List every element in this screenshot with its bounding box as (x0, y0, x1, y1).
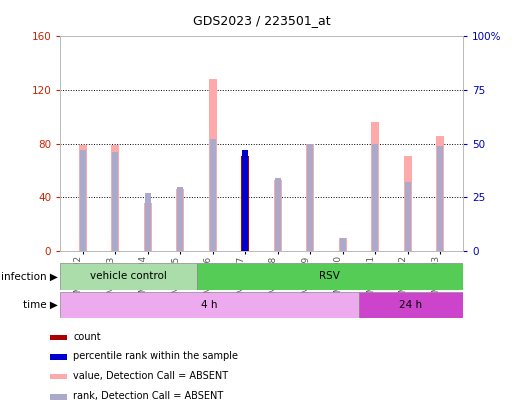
Bar (50, 335, 67, 340)
Bar (145, 193, 151, 251)
Bar (242, 150, 248, 251)
Bar (60, 263, 197, 290)
Bar (111, 145, 119, 251)
Text: count: count (73, 332, 101, 342)
Bar (177, 187, 183, 251)
Text: percentile rank within the sample: percentile rank within the sample (73, 351, 238, 361)
Bar (176, 190, 185, 251)
Bar (210, 139, 215, 251)
Bar (80, 150, 86, 251)
Bar (308, 144, 313, 251)
Bar (50, 394, 67, 400)
Bar (436, 136, 444, 251)
Bar (405, 182, 411, 251)
Text: RSV: RSV (319, 271, 340, 281)
Bar (371, 122, 379, 251)
Bar (274, 180, 282, 251)
Bar (404, 156, 412, 251)
Text: rank, Detection Call = ABSENT: rank, Detection Call = ABSENT (73, 391, 223, 401)
Bar (197, 263, 463, 290)
Text: infection ▶: infection ▶ (1, 271, 58, 281)
Text: value, Detection Call = ABSENT: value, Detection Call = ABSENT (73, 371, 229, 381)
Bar (60, 292, 359, 318)
Bar (241, 156, 249, 251)
Text: vehicle control: vehicle control (90, 271, 167, 281)
Bar (338, 238, 347, 251)
Bar (359, 292, 463, 318)
Bar (209, 79, 217, 251)
Bar (340, 238, 346, 251)
Text: time ▶: time ▶ (22, 300, 58, 310)
Bar (306, 144, 314, 251)
Bar (372, 144, 378, 251)
Text: 24 h: 24 h (400, 300, 423, 310)
Bar (50, 373, 67, 379)
Bar (50, 354, 67, 360)
Bar (437, 146, 443, 251)
Text: 4 h: 4 h (201, 300, 218, 310)
Bar (79, 145, 87, 251)
Bar (144, 203, 152, 251)
Text: GDS2023 / 223501_at: GDS2023 / 223501_at (192, 14, 331, 27)
Bar (112, 152, 118, 251)
Bar (275, 178, 281, 251)
